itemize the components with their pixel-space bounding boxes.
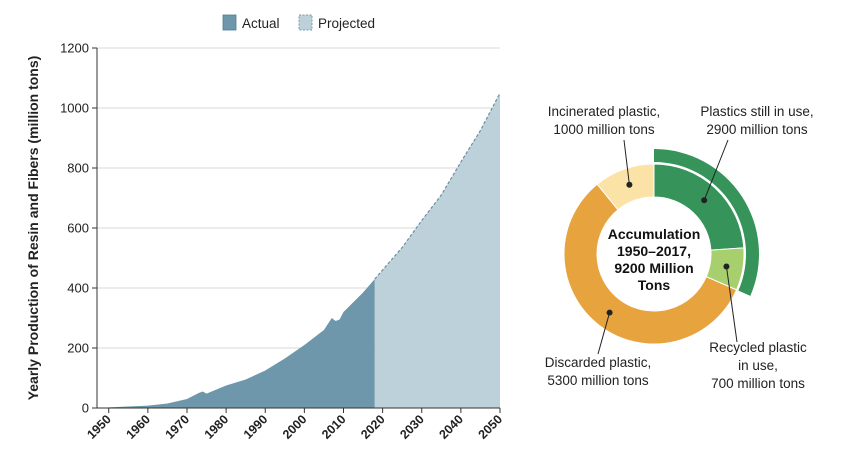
annotation-incinerated-line-1: Incinerated plastic,: [548, 104, 661, 119]
annotation-recycled-line-3: 700 million tons: [711, 376, 805, 391]
accumulation-donut-chart: Accumulation 1950–2017, 9200 Million Ton…: [545, 104, 814, 391]
area-series-projected: [374, 93, 500, 408]
center-label-line-3: 9200 Million: [614, 260, 693, 276]
leader-line-discarded: [597, 312, 611, 355]
bracket-arc: [654, 149, 759, 296]
annotation-discarded-line-1: Discarded plastic,: [545, 355, 652, 370]
center-label-line-2: 1950–2017,: [617, 243, 691, 259]
y-tick-label: 1000: [60, 101, 89, 116]
x-tick-label: 1960: [123, 412, 153, 442]
legend: Actual Projected: [222, 14, 375, 31]
x-tick-label: 2030: [397, 412, 427, 442]
y-tick-label: 400: [67, 281, 89, 296]
leader-dot-recycled: [723, 263, 730, 270]
annotation-still-in-use-line-1: Plastics still in use,: [700, 104, 813, 119]
legend-swatch-projected: [298, 14, 313, 31]
still-in-use-bracket: [654, 149, 759, 296]
donut-slices: [563, 163, 745, 345]
center-label-line-1: Accumulation: [608, 226, 701, 242]
y-tick-label: 600: [67, 221, 89, 236]
leader-dot-still-in-use: [701, 197, 708, 204]
y-tick-labels: 0 200 400 600 800 1000 1200: [60, 41, 97, 416]
annotation-recycled-line-1: Recycled plastic: [709, 340, 807, 355]
y-axis-title: Yearly Production of Resin and Fibers (m…: [25, 56, 41, 401]
annotation-still-in-use-line-2: 2900 million tons: [706, 122, 808, 137]
donut-slice-incinerated: [596, 163, 655, 211]
y-tick-label: 800: [67, 161, 89, 176]
x-tick-label: 2000: [280, 412, 310, 442]
x-tick-label: 2010: [319, 412, 349, 442]
annotation-discarded-line-2: 5300 million tons: [547, 373, 649, 388]
donut-center-label: Accumulation 1950–2017, 9200 Million Ton…: [608, 226, 701, 293]
x-tick-labels: 1950 1960 1970 1980 1990 2000 2010 2020 2030 2040…: [84, 408, 505, 442]
x-tick-label: 2040: [436, 412, 466, 442]
x-tick-label: 1950: [84, 412, 114, 442]
annotation-leaders: [597, 139, 738, 355]
area-series-actual: [108, 279, 375, 408]
x-tick-label: 1980: [202, 412, 232, 442]
leader-line-incinerated: [623, 139, 630, 185]
x-tick-label: 2020: [358, 412, 388, 442]
leader-line-recycled: [725, 266, 738, 343]
x-tick-label: 1970: [163, 412, 193, 442]
leader-line-still-in-use: [703, 139, 729, 201]
annotation-recycled-line-2: in use,: [738, 358, 778, 373]
y-tick-label: 1200: [60, 41, 89, 56]
legend-swatch-actual: [222, 14, 237, 31]
y-tick-label: 0: [82, 401, 89, 416]
leader-dot-incinerated: [626, 181, 633, 188]
donut-slice-discarded: [563, 183, 738, 345]
donut-annotations: Plastics still in use, 2900 million tons…: [545, 104, 814, 391]
x-tick-label: 2050: [476, 412, 506, 442]
leader-dot-discarded: [606, 309, 613, 316]
y-tick-label: 200: [67, 341, 89, 356]
annotation-incinerated-line-2: 1000 million tons: [553, 122, 655, 137]
x-tick-label: 1990: [241, 412, 271, 442]
projected-outline: [374, 92, 501, 280]
legend-label-projected: Projected: [318, 16, 375, 31]
area-series: [108, 92, 501, 408]
legend-label-actual: Actual: [242, 16, 280, 31]
center-label-line-4: Tons: [638, 277, 671, 293]
